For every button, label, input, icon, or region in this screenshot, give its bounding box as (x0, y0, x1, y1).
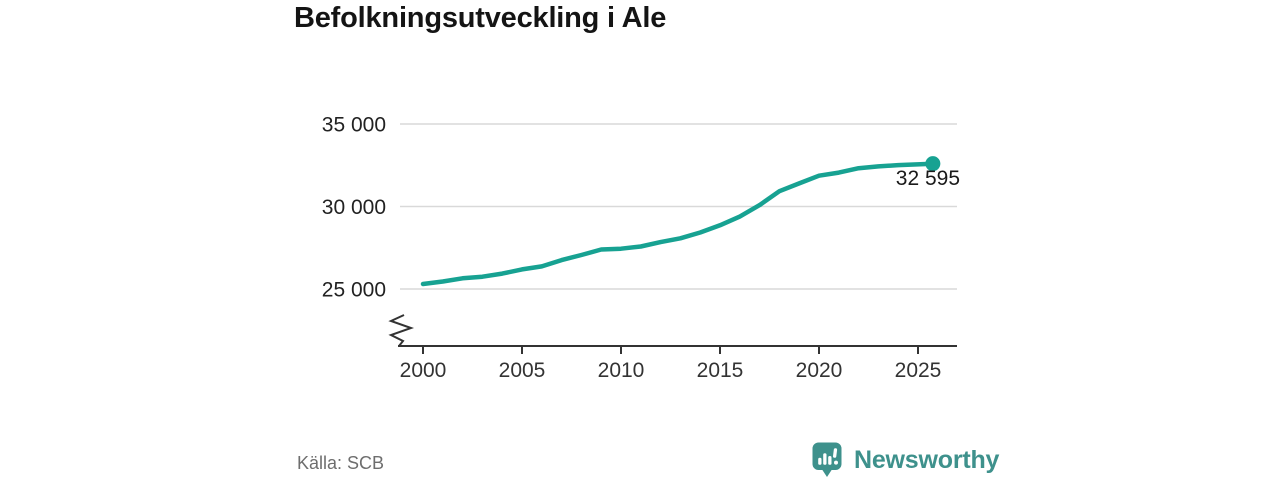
axis-break-icon (388, 314, 415, 347)
latest-value-label: 32 595 (896, 167, 960, 190)
x-tick-label: 2020 (796, 359, 843, 382)
newsworthy-branding: Newsworthy (809, 441, 999, 479)
logo-bar-mid (828, 456, 832, 465)
population-line-series (420, 161, 936, 287)
latest-value-dot (925, 156, 941, 172)
logo-bar-tall (823, 453, 827, 465)
x-tick-label: 2025 (895, 359, 942, 382)
chart-title: Befolkningsutveckling i Ale (294, 2, 667, 34)
y-tick-label: 35 000 (322, 114, 386, 137)
newsworthy-wordmark: Newsworthy (854, 445, 1000, 474)
x-tick-label: 2000 (400, 359, 447, 382)
logo-exclamation-dot (834, 460, 838, 465)
y-tick-label: 30 000 (322, 196, 386, 219)
logo-bar-short (818, 457, 822, 465)
source-note: Källa: SCB (297, 453, 385, 473)
x-tick-label: 2015 (697, 359, 744, 382)
x-tick-label: 2005 (499, 359, 546, 382)
y-tick-label: 25 000 (322, 279, 386, 302)
logo-exclamation-bar (833, 448, 838, 458)
x-tick-label: 2010 (598, 359, 645, 382)
newsworthy-logo-icon (812, 442, 842, 477)
